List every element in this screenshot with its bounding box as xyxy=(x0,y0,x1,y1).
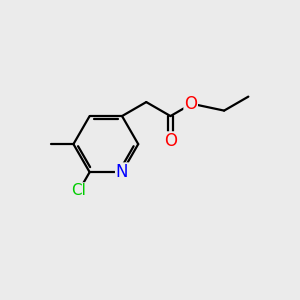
Text: O: O xyxy=(164,132,177,150)
Text: O: O xyxy=(184,95,197,113)
Text: Cl: Cl xyxy=(72,183,86,198)
Text: N: N xyxy=(116,163,128,181)
